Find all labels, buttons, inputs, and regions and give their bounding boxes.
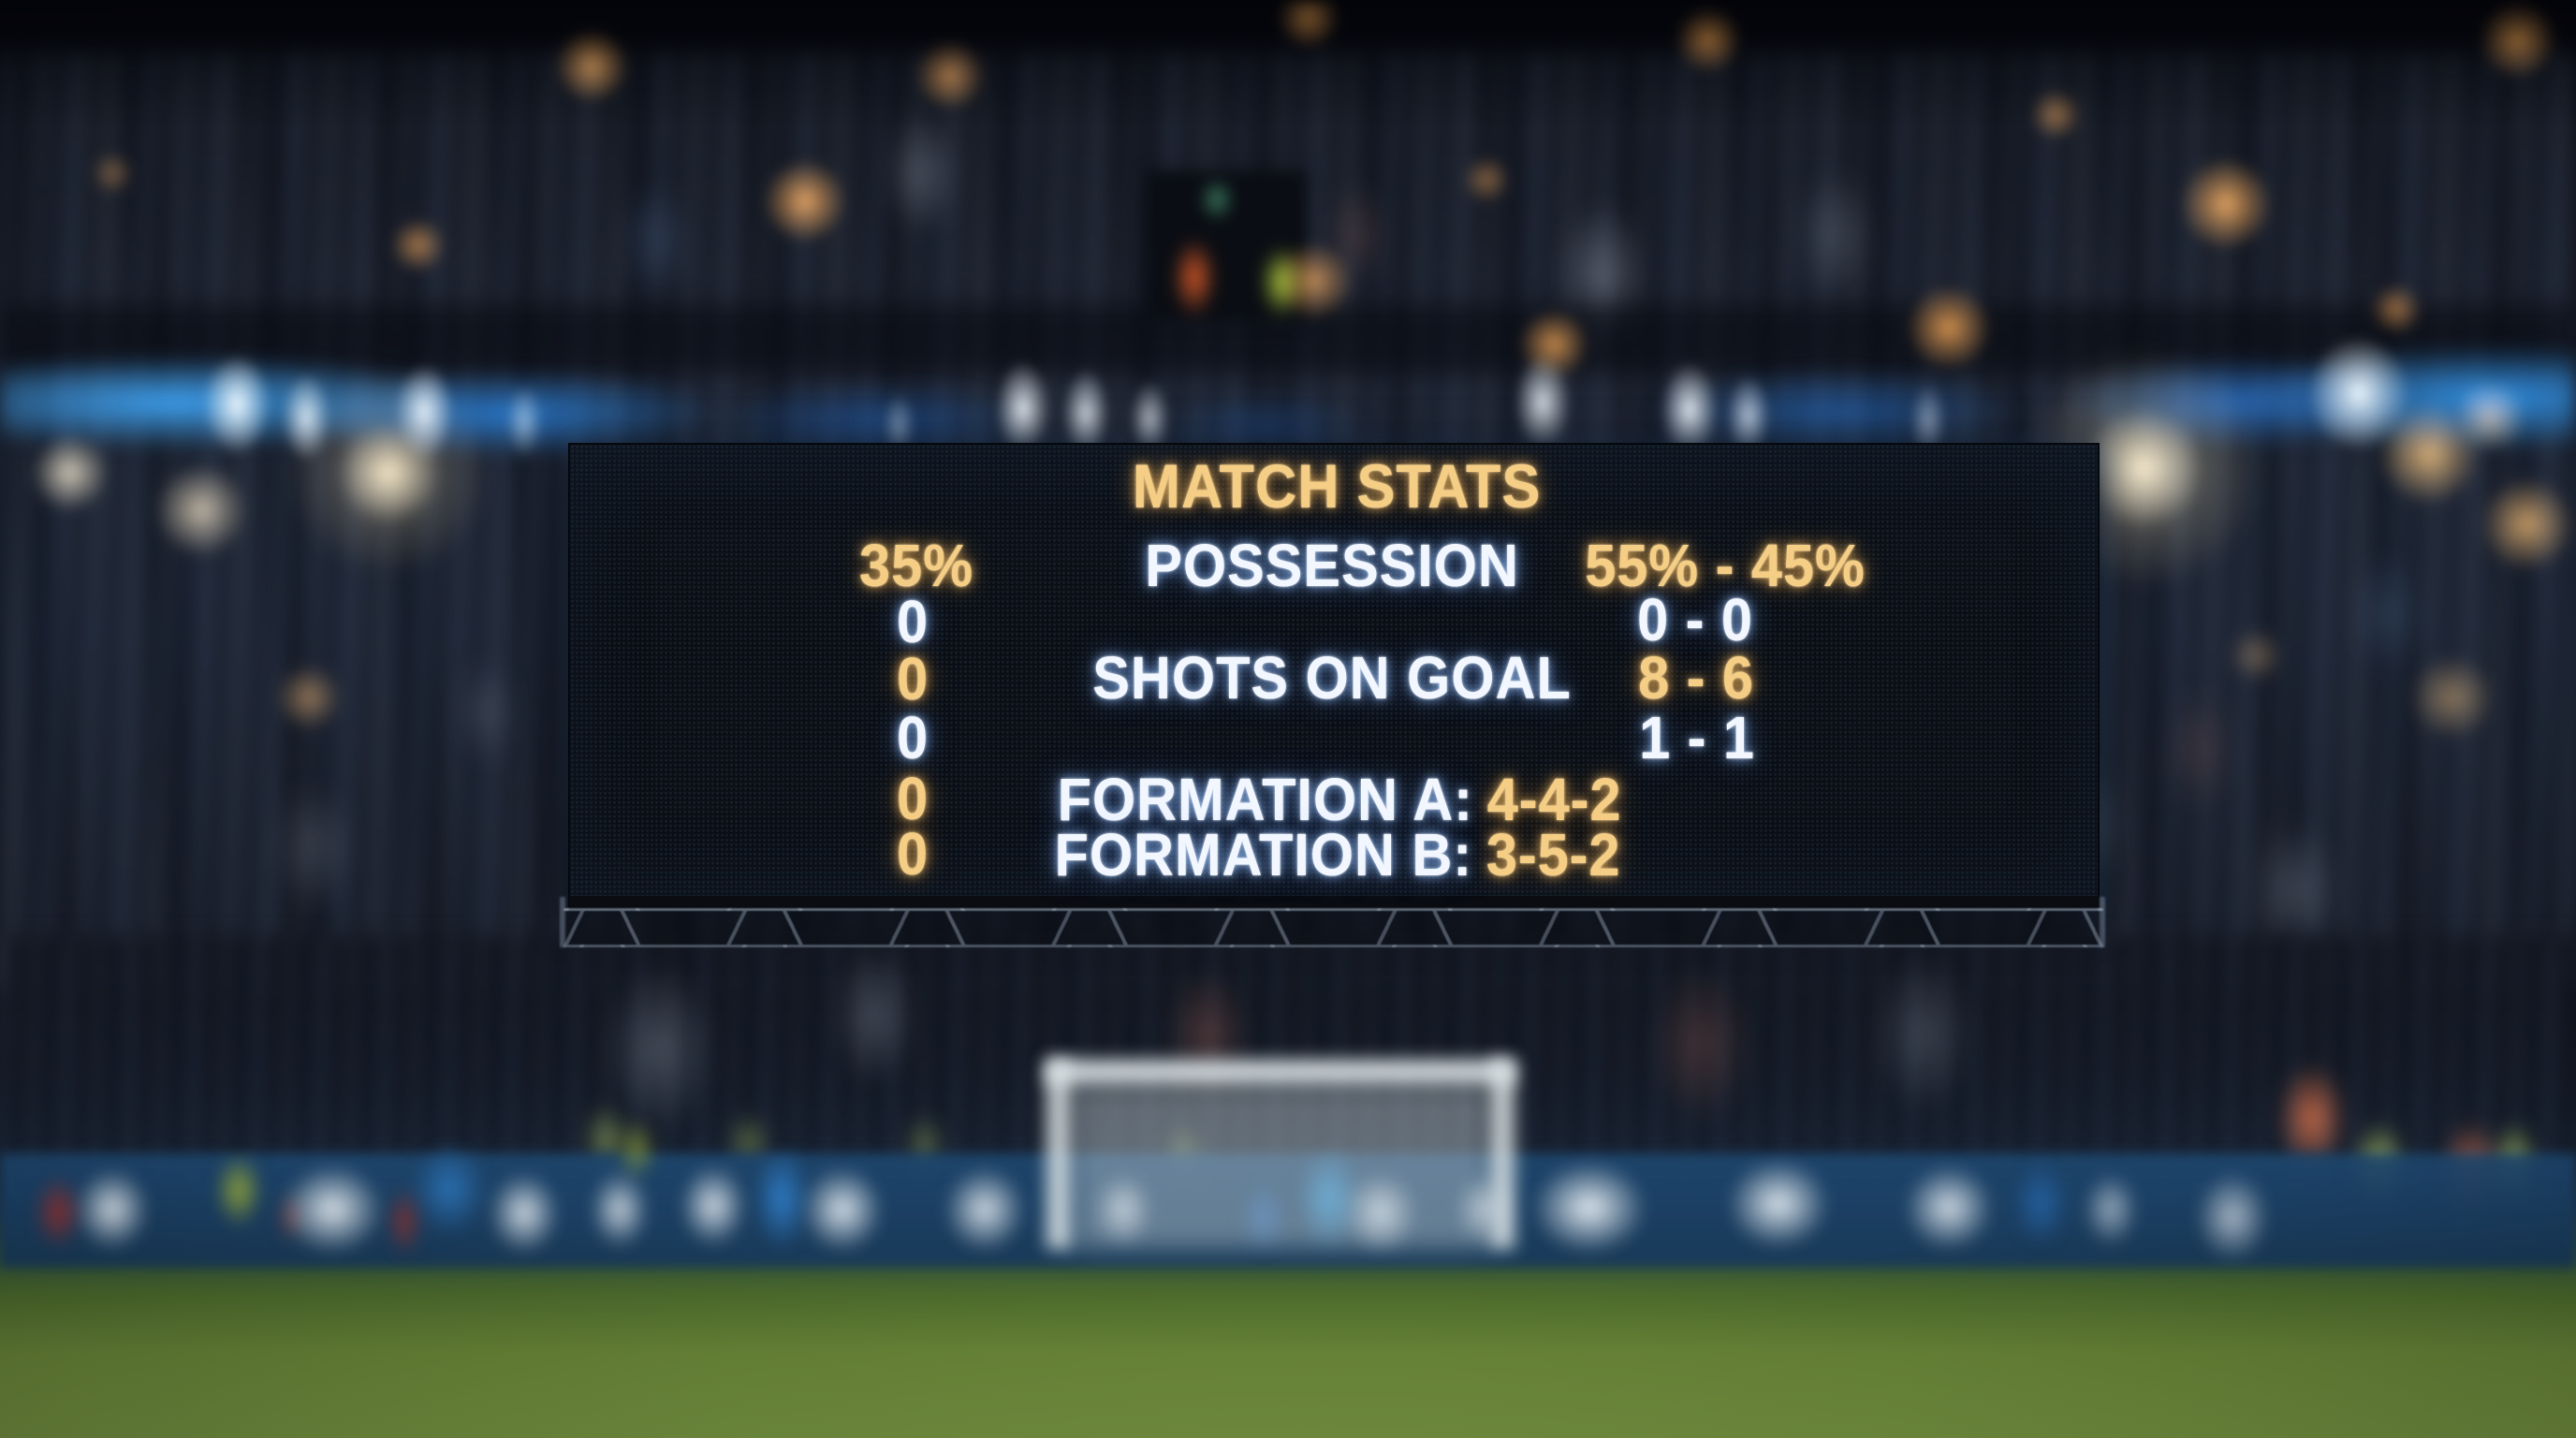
stat-left-2: 0 — [896, 588, 929, 655]
goal-post-right — [1490, 1060, 1515, 1249]
formation-b-value: 3-5-2 — [1486, 821, 1621, 888]
scoreboard: MATCH STATS 35% 0 0 0 0 0 POSSESSION SHO… — [568, 443, 2100, 909]
pitch — [0, 1238, 2576, 1438]
stat-left-6: 0 — [896, 820, 929, 888]
stat-left-1: 35% — [859, 532, 973, 599]
possession-values: 55% - 45% — [1585, 532, 1866, 599]
formation-a-row: FORMATION A: 4-4-2 — [1058, 765, 1622, 834]
formation-a-label: FORMATION A: — [1057, 766, 1473, 833]
goal-post-left — [1046, 1060, 1071, 1249]
truss-post-left — [560, 897, 565, 947]
formation-b-row: FORMATION B: 3-5-2 — [1055, 820, 1621, 889]
shots-label: SHOTS ON GOAL — [1092, 644, 1572, 712]
truss-post-right — [2100, 897, 2105, 947]
stat-left-5: 0 — [896, 765, 929, 832]
match-stats-title: MATCH STATS — [1132, 451, 1542, 521]
stat-left-4: 0 — [896, 704, 929, 771]
shots-values: 8 - 6 — [1638, 644, 1754, 712]
possession-label: POSSESSION — [1145, 532, 1519, 599]
row2-values: 0 - 0 — [1637, 586, 1753, 653]
scoreboard-truss — [564, 908, 2103, 947]
formation-a-value: 4-4-2 — [1486, 766, 1622, 833]
row4-values: 1 - 1 — [1639, 704, 1755, 771]
goal-crossbar — [1046, 1060, 1515, 1084]
formation-b-label: FORMATION B: — [1054, 821, 1472, 888]
goal-net — [1073, 1084, 1490, 1249]
stat-left-3: 0 — [896, 645, 929, 712]
